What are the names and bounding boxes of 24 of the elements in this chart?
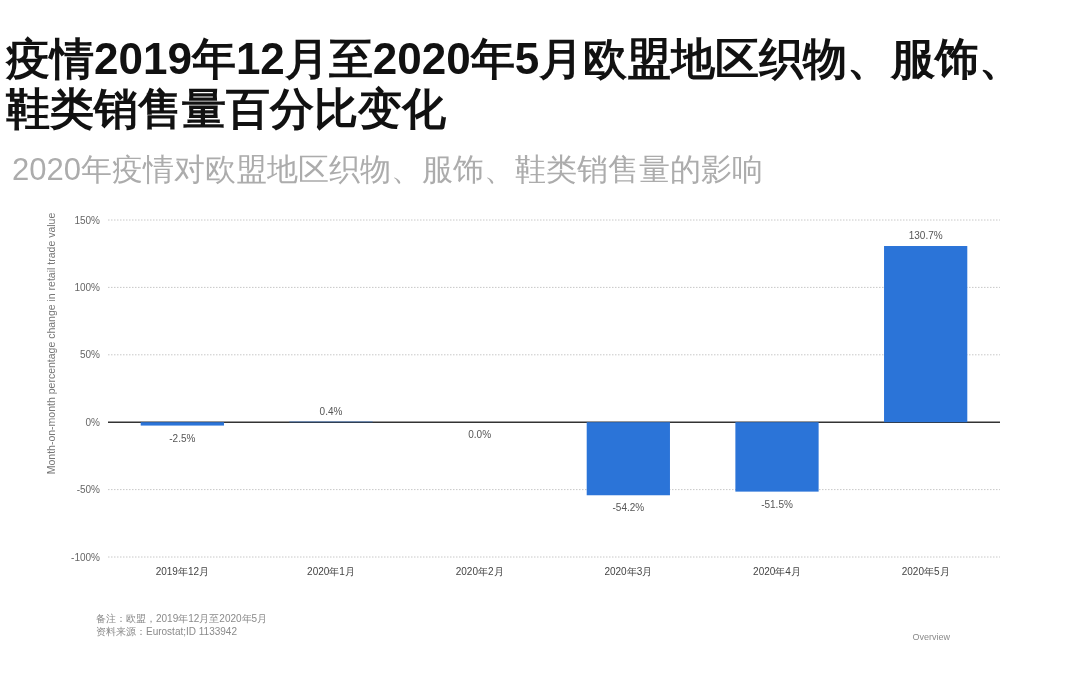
value-label: 0.4% [319, 405, 343, 417]
annotation: 备注：欧盟，2019年12月至2020年5月 [96, 613, 268, 624]
value-label: -2.5% [169, 432, 196, 444]
ytick: 0% [85, 416, 100, 428]
title: 疫情2019年12月至2020年5月欧盟地区织物、服饰、鞋类销售量百分比变化 [6, 34, 1024, 133]
ytick: -50% [76, 484, 100, 496]
ytick: 150% [74, 214, 100, 226]
xtick: 2019年12月 [155, 566, 209, 577]
xtick: 2020年4月 [753, 566, 801, 577]
value-label: 130.7% [908, 230, 943, 241]
annotation: 资料来源：Eurostat;ID 1133942 [96, 626, 237, 637]
annotation: Overview [912, 632, 950, 642]
value-label: -51.5% [761, 498, 793, 510]
xtick: 2020年1月 [307, 566, 355, 577]
ytick: -100% [71, 551, 100, 563]
ytick: 50% [80, 349, 100, 361]
ytick: 100% [74, 281, 100, 293]
xtick: 2020年2月 [455, 566, 504, 577]
value-label: 0.0% [468, 429, 492, 441]
subtitle: 2020年疫情对欧盟地区织物、服饰、鞋类销售量的影响 [12, 152, 763, 187]
xtick: 2020年5月 [901, 566, 950, 577]
value-label: -54.2% [612, 502, 645, 514]
xtick: 2020年3月 [604, 566, 653, 577]
ylabel: Month-on-month percentage change in retail trade value [45, 212, 57, 475]
